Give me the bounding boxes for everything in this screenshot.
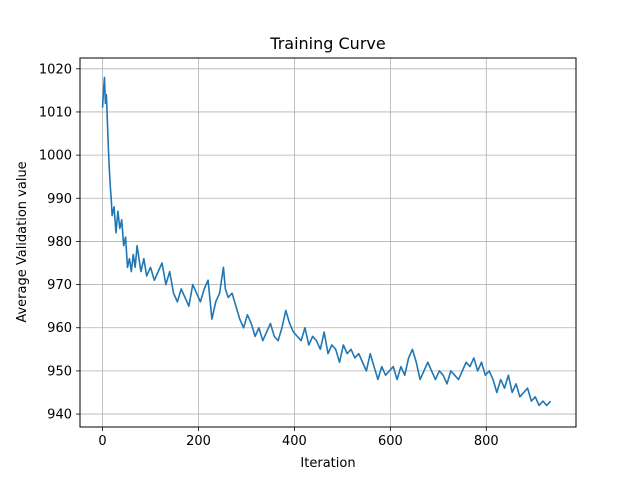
y-tick-label: 990 — [47, 192, 72, 207]
y-tick-label: 1020 — [39, 62, 72, 77]
chart-title: Training Curve — [269, 34, 385, 53]
grid-lines — [80, 58, 576, 427]
plot-frame — [79, 57, 577, 428]
x-tick-label: 0 — [98, 434, 106, 449]
series-line — [101, 76, 552, 407]
y-tick-label: 970 — [47, 278, 72, 293]
x-tick-label: 800 — [474, 434, 499, 449]
series-layer — [101, 76, 552, 407]
x-tick-label: 400 — [282, 434, 307, 449]
x-axis-label: Iteration — [300, 456, 355, 471]
y-tick-label: 980 — [47, 235, 72, 250]
x-tick-label: 200 — [186, 434, 211, 449]
y-tick-label: 950 — [47, 364, 72, 379]
y-tick-label: 940 — [47, 408, 72, 423]
x-axis-ticks: 0 200 400 600 800 — [98, 427, 499, 449]
y-tick-label: 1010 — [39, 105, 72, 120]
y-axis-ticks: 940 950 960 970 980 990 1000 1010 1020 — [39, 62, 80, 423]
x-tick-label: 600 — [378, 434, 403, 449]
y-tick-label: 960 — [47, 321, 72, 336]
y-axis-label: Average Validation value — [15, 161, 30, 322]
y-tick-label: 1000 — [39, 149, 72, 164]
